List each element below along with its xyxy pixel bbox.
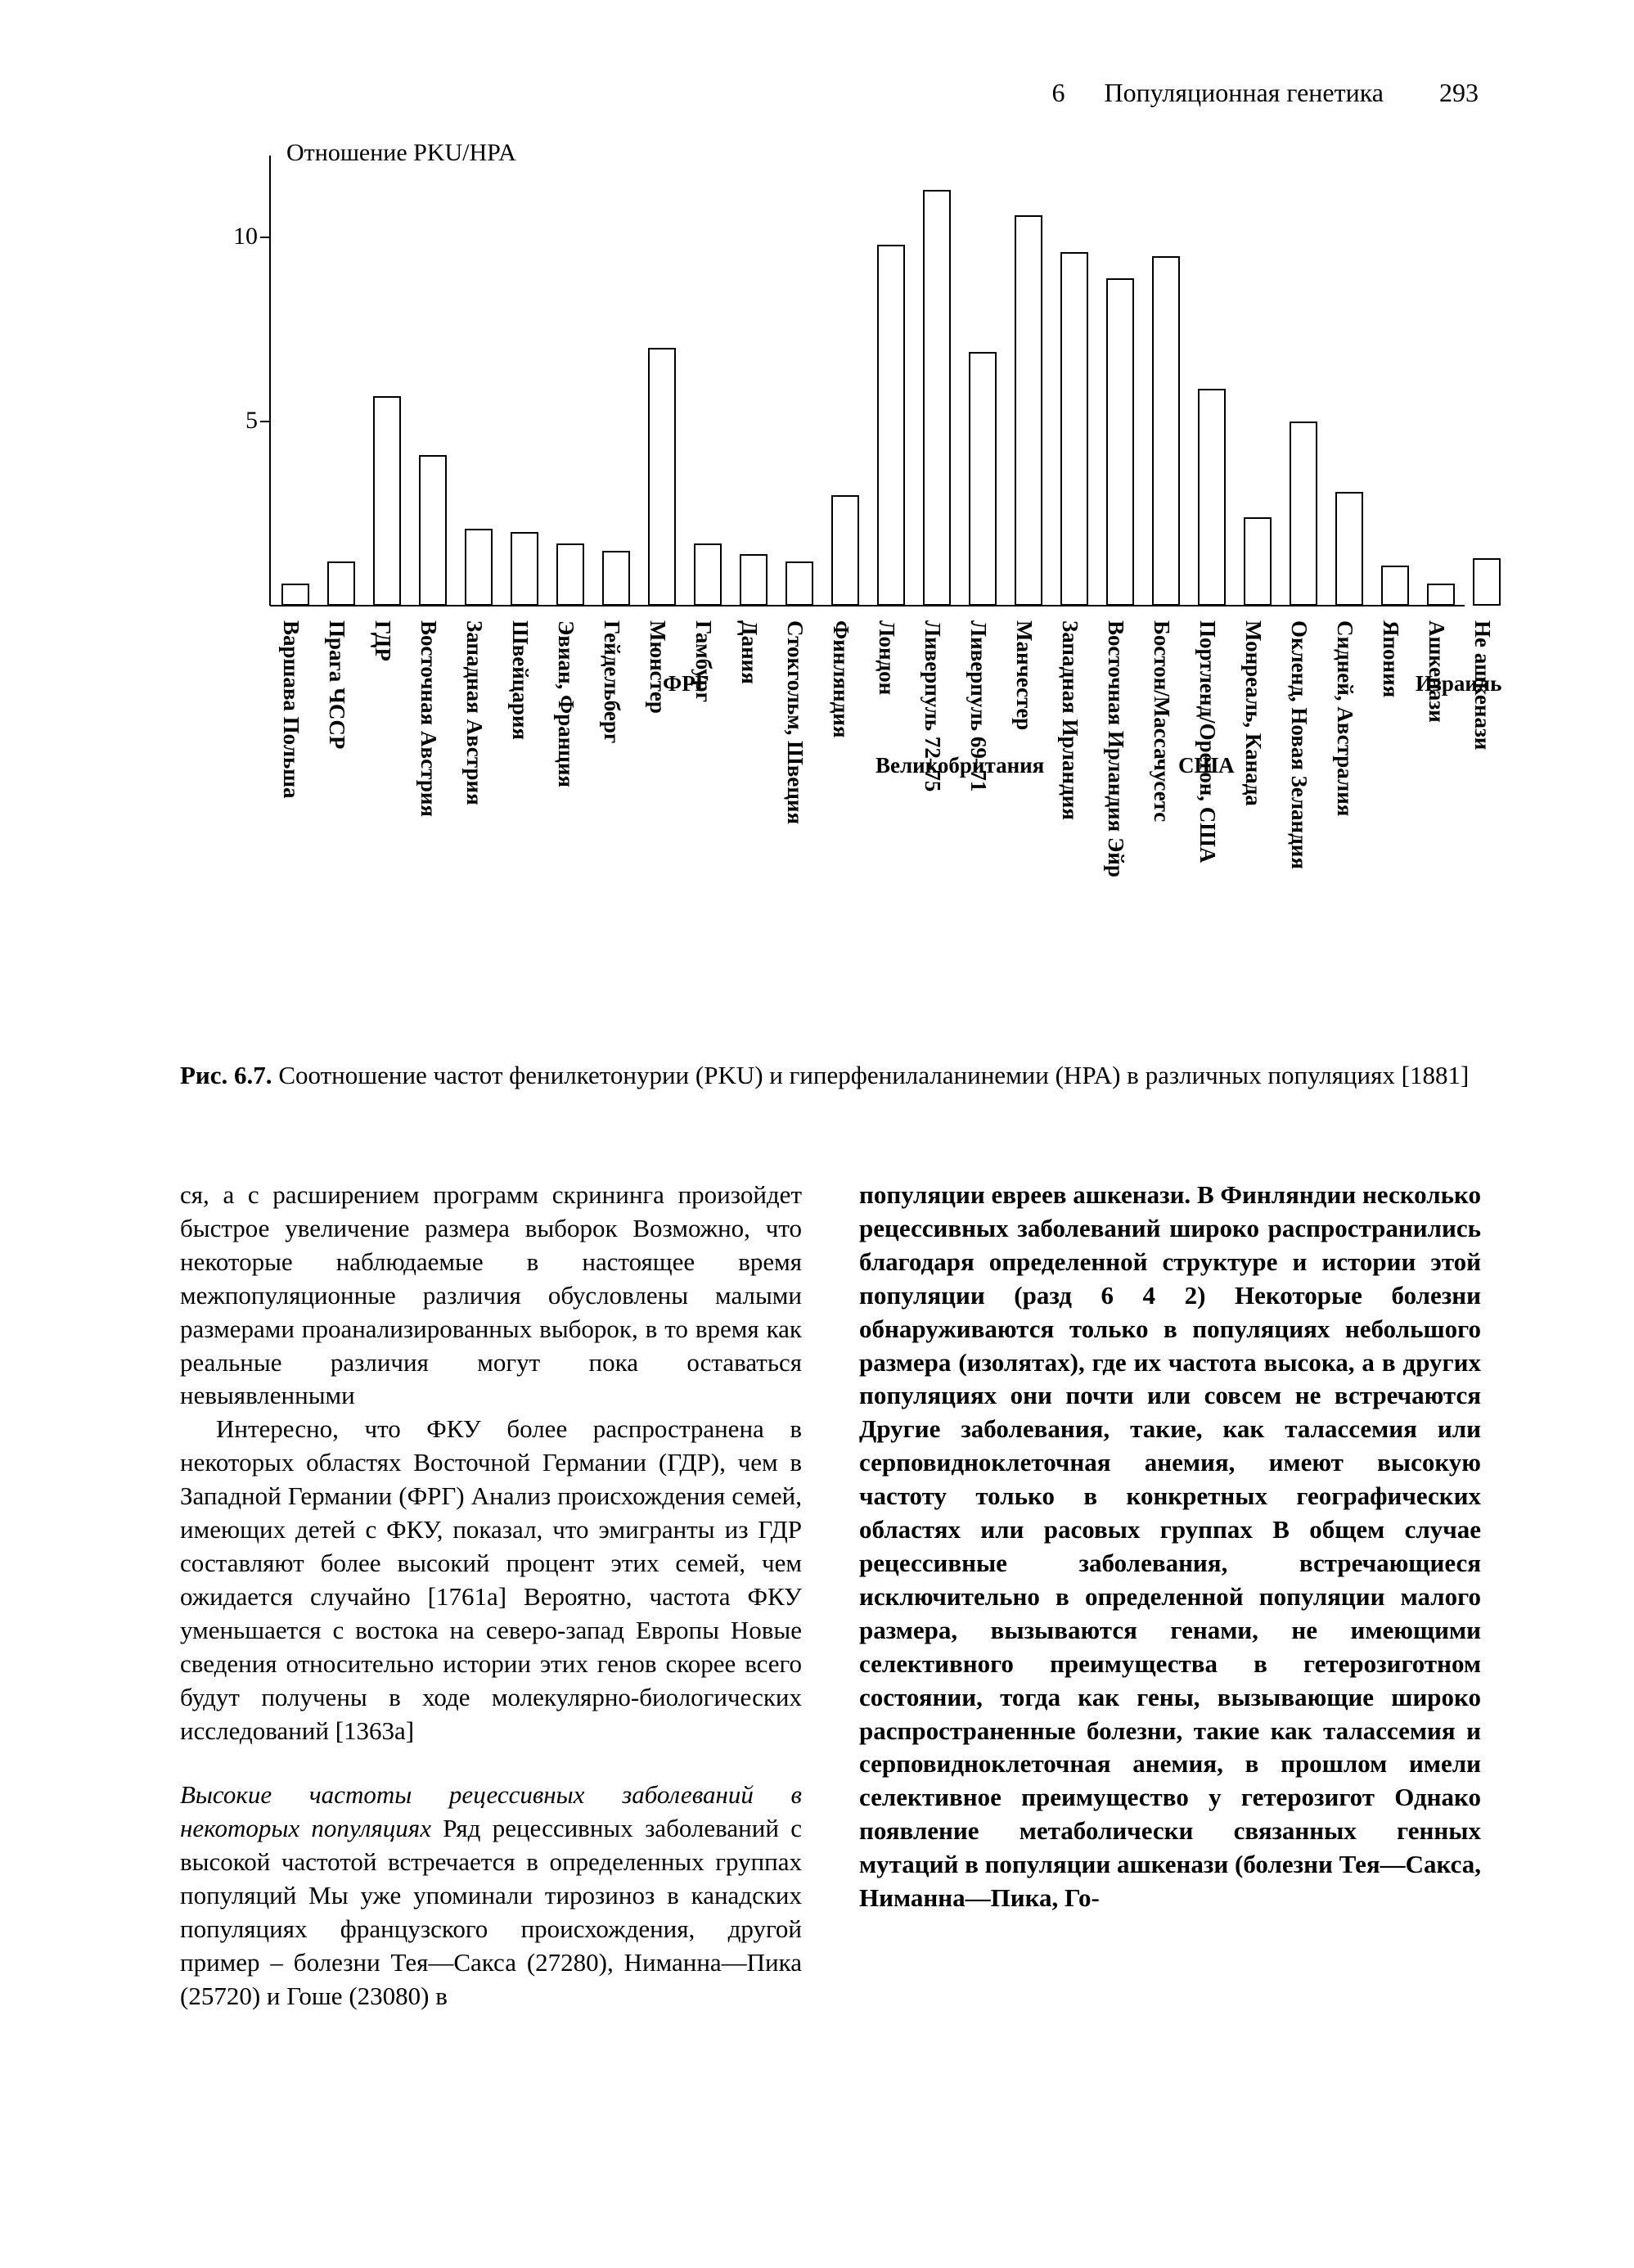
chart-x-label: Эвиан, Франция: [553, 620, 578, 787]
body-paragraph: ся, а с расширением программ скрининга п…: [180, 1179, 802, 1413]
chart-x-label: Стокгольм, Швеция: [782, 620, 808, 824]
page-number: 293: [1439, 78, 1479, 107]
running-head: 6 Популяционная генетика 293: [1051, 78, 1479, 108]
chart-bar: [1015, 215, 1042, 606]
chart-bar: [969, 352, 997, 606]
chart-bars: [270, 164, 1465, 606]
chart-x-label: Восточная Австрия: [416, 620, 441, 817]
chart-x-label: Гейдельберг: [599, 620, 624, 743]
chart-y-tick: 5: [209, 407, 258, 435]
figure-label: Рис. 6.7.: [180, 1061, 272, 1089]
chart-bar: [877, 245, 905, 606]
chapter-number: 6: [1051, 78, 1065, 107]
chart-bar: [1335, 492, 1363, 606]
chart-x-label: Сидней, Австралия: [1332, 620, 1357, 816]
chart-x-label: Монреаль, Канада: [1240, 620, 1266, 806]
body-column-right: популяции евреев ашкенази. В Финляндии н…: [859, 1179, 1481, 2013]
chart-bar: [511, 532, 538, 606]
chart-x-label: Швейцария: [507, 620, 533, 740]
chart-group-label: Великобритания: [876, 753, 1044, 778]
page: 6 Популяционная генетика 293 Отношение P…: [0, 0, 1634, 2268]
chart-x-label: Восточная Ирландия Эйр: [1103, 620, 1128, 877]
pku-hpa-bar-chart: Отношение PKU/HPA Варшава ПольшаПрага ЧС…: [205, 147, 1481, 999]
figure-caption-text: Соотношение частот фенилкетонурии (PKU) …: [278, 1061, 1469, 1089]
chart-x-labels: Варшава Польша Прага ЧССР ГДР Восточная Авс…: [270, 620, 1465, 1030]
chart-bar: [923, 190, 951, 606]
chart-x-label: Варшава Польша: [278, 620, 304, 799]
chapter-title: Популяционная генетика: [1104, 78, 1384, 107]
paragraph-text: популяции евреев ашкенази. В Финляндии н…: [859, 1180, 1481, 1912]
chart-group-label: Израиль: [1416, 671, 1501, 697]
chart-bar: [602, 551, 630, 606]
chart-x-label: Прага ЧССР: [324, 620, 349, 749]
chart-x-label: Бостон/Массачусетс: [1149, 620, 1174, 822]
chart-bar: [1060, 252, 1088, 606]
chart-bar: [465, 529, 493, 606]
body-paragraph: популяции евреев ашкенази. В Финляндии н…: [859, 1179, 1481, 1915]
body-columns: ся, а с расширением программ скрининга п…: [180, 1179, 1481, 2013]
paragraph-text: Ряд рецессивных заболеваний с высокой ча…: [180, 1814, 802, 2010]
paragraph-text: Интересно, что ФКУ более распространена …: [180, 1414, 802, 1744]
chart-bar: [1198, 389, 1226, 606]
chart-x-label: Финляндия: [828, 620, 853, 737]
chart-bar: [1152, 256, 1180, 606]
chart-bar: [785, 561, 813, 606]
paragraph-text: ся, а с расширением программ скрининга п…: [180, 1180, 802, 1409]
chart-bar: [831, 495, 859, 606]
chart-bar: [281, 584, 309, 606]
chart-x-label: Япония: [1378, 620, 1403, 697]
chart-bar: [1381, 566, 1409, 606]
body-paragraph: Высокие частоты рецессивных заболеваний …: [180, 1779, 802, 2013]
chart-x-label: Дания: [736, 620, 762, 684]
chart-x-label: Западная Ирландия: [1057, 620, 1083, 820]
body-column-left: ся, а с расширением программ скрининга п…: [180, 1179, 802, 2013]
chart-group-label: ФРГ: [663, 671, 709, 697]
chart-x-label: Портленд/Орегон, США: [1195, 620, 1220, 863]
chart-bar: [1244, 517, 1272, 606]
chart-bar: [556, 543, 584, 606]
chart-x-label: Окленд, Новая Зеландия: [1286, 620, 1312, 869]
chart-bar: [373, 396, 401, 606]
chart-bar: [1427, 584, 1455, 606]
body-paragraph: Интересно, что ФКУ более распространена …: [180, 1413, 802, 1747]
chart-bar: [694, 543, 722, 606]
chart-bar: [740, 554, 767, 606]
chart-bar: [648, 348, 676, 606]
chart-bar: [1473, 558, 1501, 606]
chart-x-label: Мюнстер: [645, 620, 670, 714]
chart-bar: [419, 455, 447, 606]
chart-x-label: Западная Австрия: [461, 620, 487, 805]
figure-caption: Рис. 6.7. Соотношение частот фенилкетону…: [180, 1060, 1473, 1092]
chart-x-label: Лондон: [874, 620, 899, 695]
chart-y-tick: 10: [209, 223, 258, 250]
chart-x-label: ГДР: [370, 620, 395, 661]
chart-bar: [1106, 278, 1134, 606]
chart-bar: [1290, 422, 1317, 606]
chart-group-label: США: [1178, 753, 1235, 778]
chart-x-label: Манчестер: [1011, 620, 1037, 730]
chart-bar: [327, 561, 355, 606]
